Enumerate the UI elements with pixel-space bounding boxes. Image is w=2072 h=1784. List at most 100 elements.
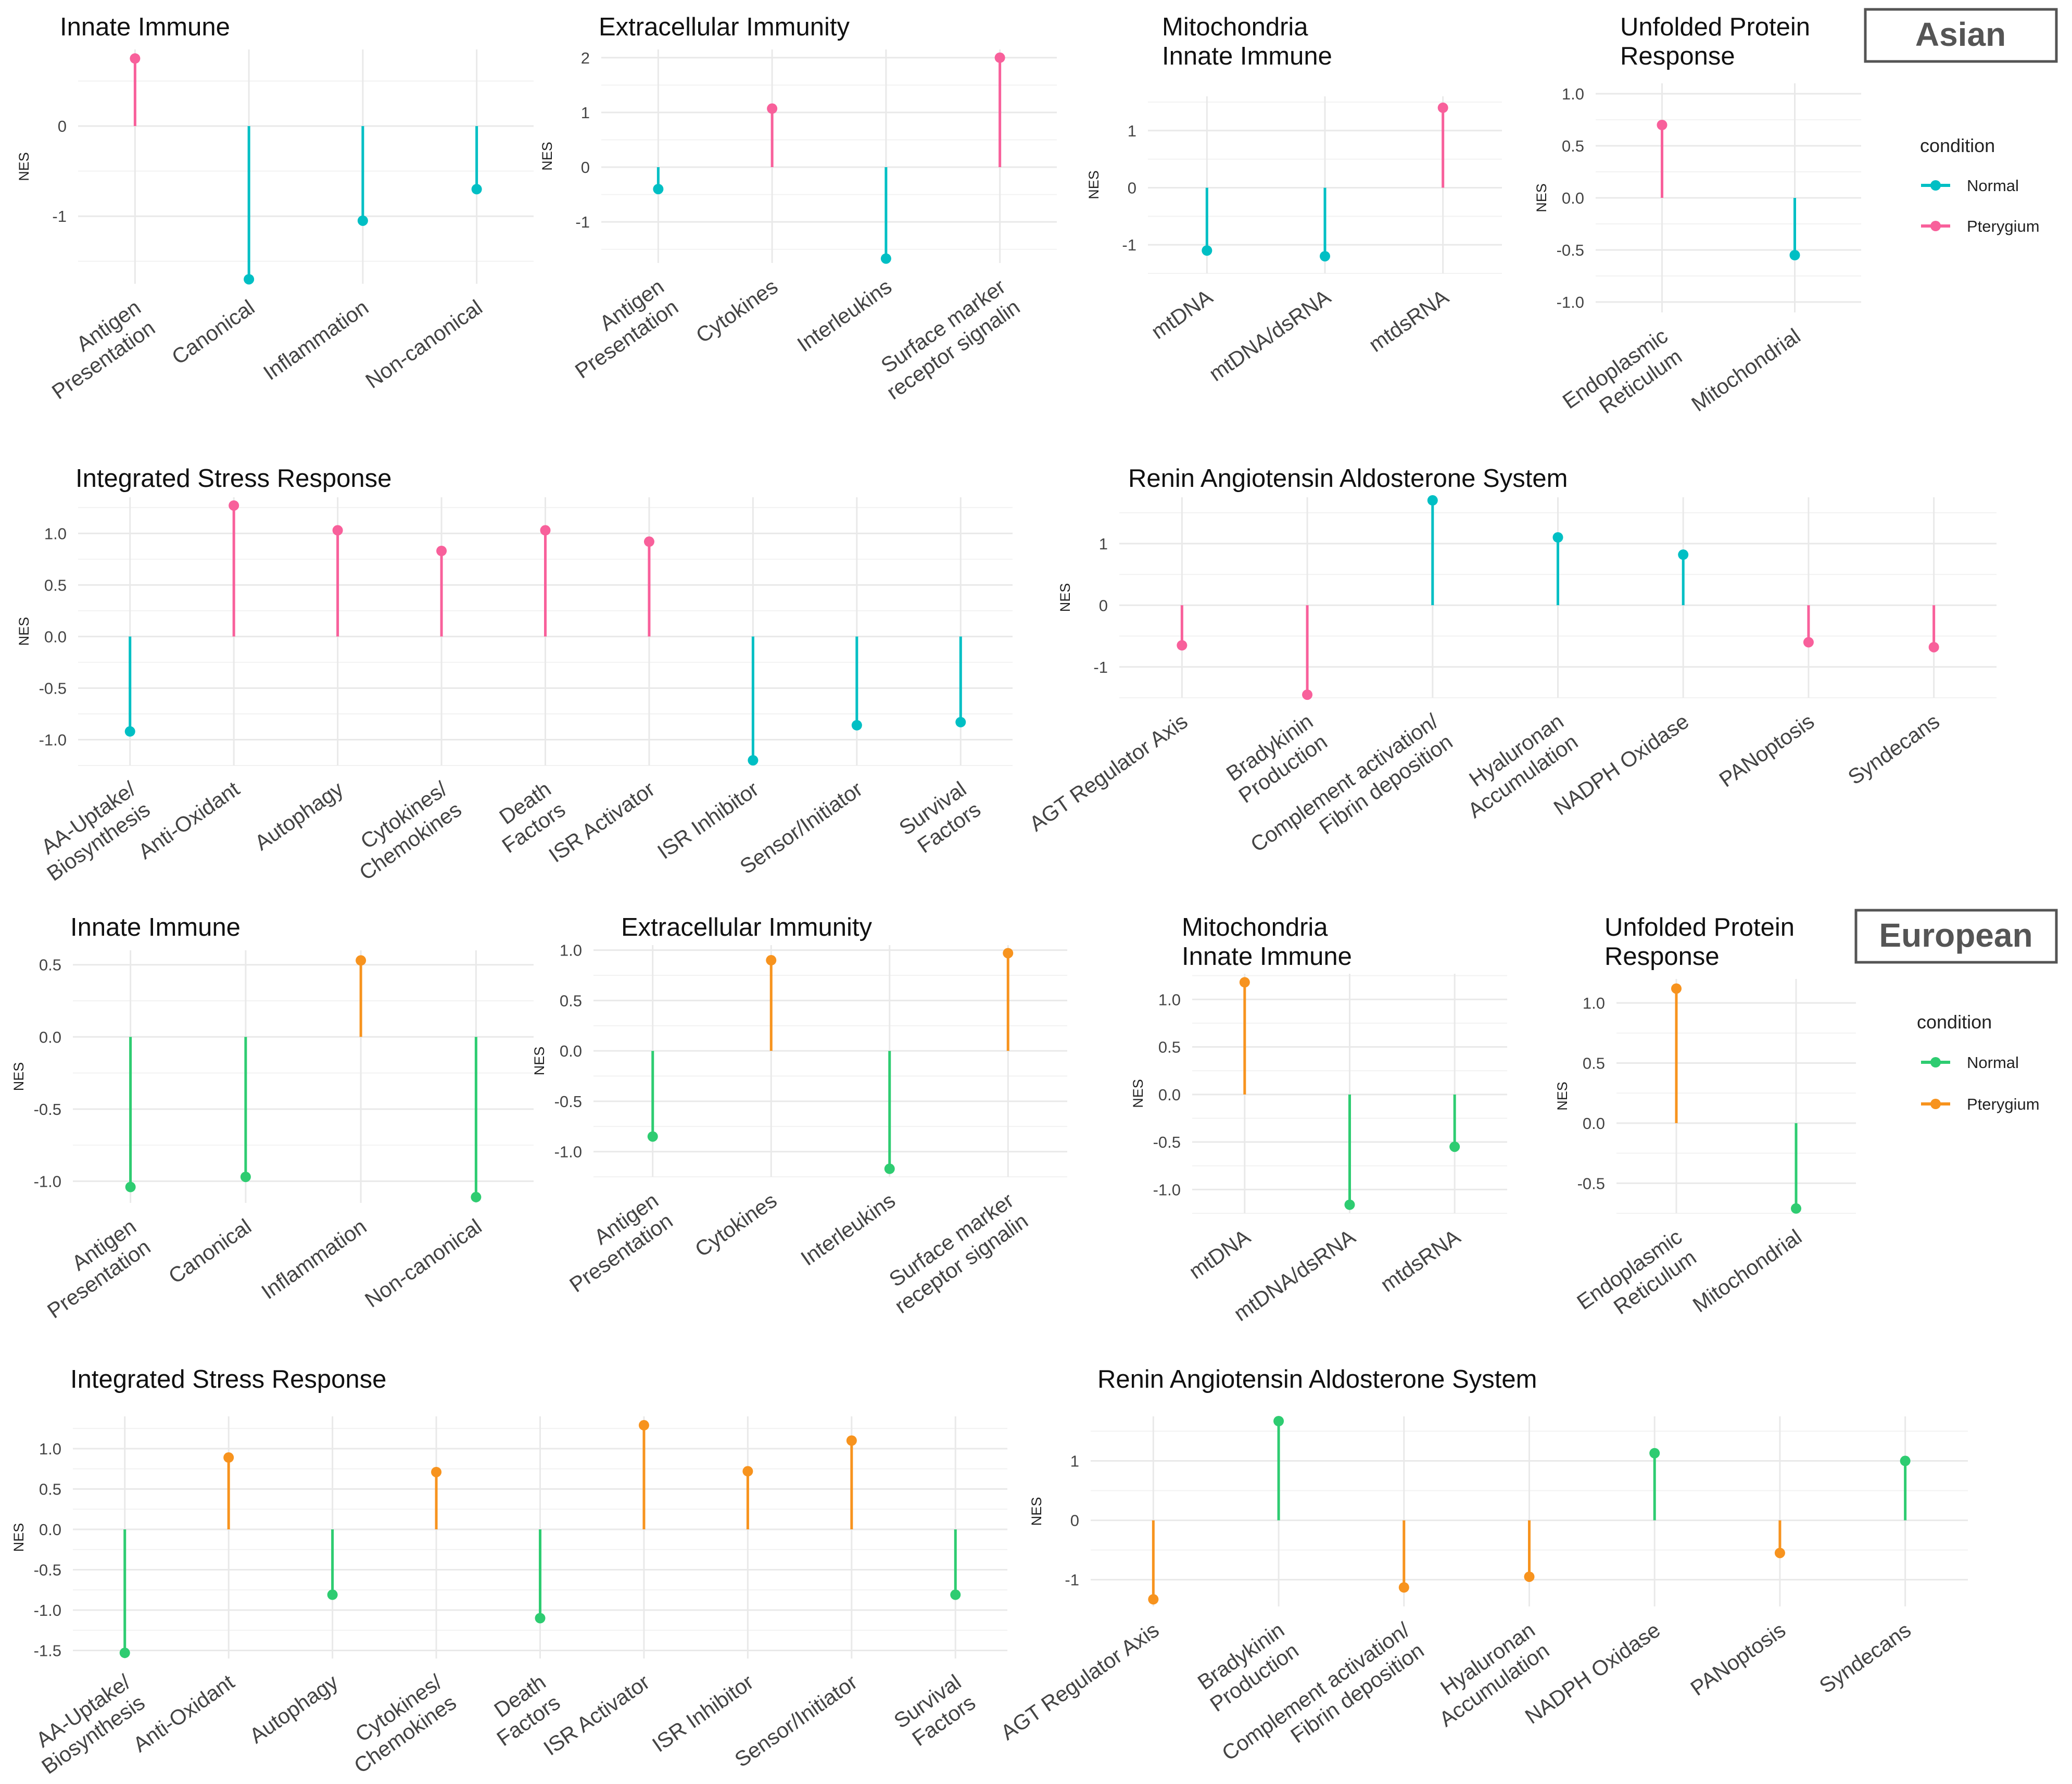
x-tick-label: AntigenPresentation bbox=[29, 1214, 155, 1323]
x-tick-label: mtdsRNA bbox=[1365, 284, 1454, 357]
chart-title: Integrated Stress Response bbox=[75, 464, 391, 493]
y-tick-label: 0.0 bbox=[1583, 1114, 1605, 1133]
chart-panel: 1.00.50.0-0.5-1.0NESMitochondriaInnate I… bbox=[1130, 913, 1507, 1326]
legend-european-normal-label: Normal bbox=[1967, 1053, 2019, 1072]
lollipop-point bbox=[1524, 1572, 1535, 1582]
chart-title: Integrated Stress Response bbox=[70, 1365, 386, 1393]
lollipop-point bbox=[766, 955, 776, 965]
lollipop-point bbox=[742, 1466, 753, 1476]
lollipop-point bbox=[1320, 251, 1330, 261]
y-axis-label: NES bbox=[16, 617, 32, 646]
lollipop-point bbox=[333, 525, 343, 535]
legend-asian-title: condition bbox=[1920, 135, 1995, 156]
lollipop-point bbox=[1790, 250, 1800, 260]
y-tick-label: 1.0 bbox=[1158, 990, 1181, 1009]
x-tick-label: ISR Inhibitor bbox=[648, 1670, 757, 1757]
x-tick-label: EndoplasmicReticulum bbox=[1558, 324, 1686, 434]
lollipop-point bbox=[1240, 977, 1250, 987]
x-tick-label: Inflammation bbox=[257, 1214, 371, 1304]
x-tick-label-line: mtdsRNA bbox=[1376, 1224, 1465, 1297]
x-tick-label-line: mtdsRNA bbox=[1365, 284, 1454, 357]
lollipop-point bbox=[1177, 640, 1187, 650]
lollipop-point bbox=[1553, 532, 1563, 543]
y-tick-label: 0.0 bbox=[1562, 189, 1584, 207]
x-tick-label: Canonical bbox=[164, 1214, 256, 1288]
y-tick-label: 0.0 bbox=[44, 627, 67, 646]
y-tick-label: -1.5 bbox=[34, 1642, 61, 1660]
lollipop-point bbox=[881, 254, 891, 264]
y-tick-label: 1.0 bbox=[1562, 85, 1584, 103]
y-tick-label: -0.5 bbox=[1153, 1133, 1181, 1151]
y-tick-label: -1.0 bbox=[34, 1601, 61, 1619]
lollipop-point bbox=[1803, 637, 1814, 647]
x-tick-label: mtdsRNA bbox=[1376, 1224, 1465, 1297]
x-tick-label: Non-canonical bbox=[360, 1214, 486, 1312]
lollipop-point bbox=[327, 1590, 338, 1600]
y-axis-label: NES bbox=[11, 1523, 27, 1552]
y-axis-label: NES bbox=[1029, 1497, 1044, 1526]
x-tick-label-line: Non-canonical bbox=[361, 295, 487, 393]
y-tick-label: -1 bbox=[1065, 1571, 1079, 1589]
legend-european: condition Normal Pterygium bbox=[1917, 1011, 2040, 1113]
lollipop-point bbox=[471, 1192, 481, 1202]
y-tick-label: 1 bbox=[1099, 535, 1108, 553]
y-tick-label: -0.5 bbox=[39, 679, 67, 697]
x-tick-label: Syndecans bbox=[1815, 1618, 1915, 1698]
lollipop-point bbox=[356, 955, 366, 965]
chart-title: Extracellular Immunity bbox=[599, 13, 850, 41]
legend-asian-pterygium-dot bbox=[1930, 221, 1941, 231]
chart-title: Unfolded Protein bbox=[1604, 913, 1795, 941]
y-tick-label: -1 bbox=[1122, 236, 1136, 254]
y-tick-label: -1.0 bbox=[554, 1143, 582, 1161]
x-tick-label: Cytokines bbox=[691, 1188, 781, 1262]
x-tick-label: AntigenPresentation bbox=[33, 295, 160, 404]
chart-panel: 10-1NESRenin Angiotensin Aldosterone Sys… bbox=[996, 1365, 1968, 1784]
x-tick-label: Cytokines/Chemokines bbox=[340, 776, 466, 885]
x-tick-label-line: ISR Inhibitor bbox=[648, 1670, 757, 1757]
lollipop-point bbox=[995, 53, 1005, 63]
y-tick-label: 1 bbox=[1070, 1452, 1079, 1471]
y-tick-label: 1 bbox=[1128, 122, 1136, 140]
y-axis-label: NES bbox=[1130, 1079, 1146, 1108]
y-tick-label: -1.0 bbox=[39, 731, 67, 749]
x-tick-label: SurvivalFactors bbox=[895, 777, 985, 861]
lollipop-point bbox=[244, 274, 254, 284]
x-tick-label: SurvivalFactors bbox=[890, 1670, 980, 1754]
lollipop-point bbox=[648, 1132, 658, 1142]
legend-european-title: condition bbox=[1917, 1011, 1992, 1033]
x-tick-label: AGT Regulator Axis bbox=[1025, 709, 1192, 836]
x-tick-label-line: Interleukins bbox=[793, 274, 896, 357]
lollipop-point bbox=[1649, 1448, 1660, 1459]
group-label-asian: Asian bbox=[1865, 9, 2056, 61]
chart-title: Innate Immune bbox=[1182, 943, 1352, 971]
x-tick-label-line: Non-canonical bbox=[360, 1214, 486, 1312]
legend-asian-normal-label: Normal bbox=[1967, 177, 2019, 195]
x-tick-label-line: Canonical bbox=[168, 295, 259, 369]
y-tick-label: 0.0 bbox=[39, 1028, 61, 1046]
y-tick-label: 0.5 bbox=[39, 1480, 61, 1499]
y-axis-label: NES bbox=[1555, 1082, 1570, 1111]
y-tick-label: 0 bbox=[58, 117, 67, 135]
legend-asian-normal-dot bbox=[1930, 180, 1941, 191]
lollipop-point bbox=[1302, 689, 1312, 700]
chart-title: Renin Angiotensin Aldosterone System bbox=[1128, 464, 1568, 493]
x-tick-label: PANoptosis bbox=[1686, 1618, 1790, 1701]
lollipop-point bbox=[1775, 1548, 1785, 1558]
chart-panel: 10-1NESRenin Angiotensin Aldosterone Sys… bbox=[1025, 464, 1997, 877]
y-tick-label: 1.0 bbox=[1583, 994, 1605, 1012]
lollipop-point bbox=[847, 1436, 857, 1446]
lollipop-point bbox=[1438, 103, 1448, 113]
y-axis-label: NES bbox=[1534, 183, 1549, 212]
x-tick-label: Cytokines/Chemokines bbox=[335, 1669, 461, 1778]
y-tick-label: 1.0 bbox=[560, 941, 582, 960]
x-tick-label: NADPH Oxidase bbox=[1521, 1618, 1664, 1729]
y-tick-label: -1.0 bbox=[1153, 1180, 1181, 1199]
lollipop-point bbox=[653, 184, 663, 194]
x-tick-label: AGT Regulator Axis bbox=[996, 1618, 1164, 1745]
x-tick-label: AA-Uptake/Biosynthesis bbox=[28, 776, 155, 885]
y-tick-label: 1.0 bbox=[44, 524, 67, 543]
lollipop-point bbox=[767, 104, 777, 114]
x-tick-label: Anti-Oxidant bbox=[129, 1669, 239, 1756]
x-tick-label-line: AGT Regulator Axis bbox=[996, 1618, 1164, 1745]
x-tick-label-line: ISR Inhibitor bbox=[653, 777, 763, 864]
